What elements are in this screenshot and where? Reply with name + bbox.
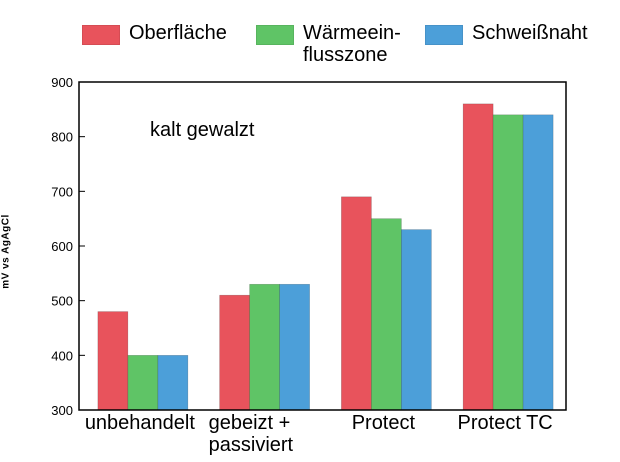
y-tick-label: 900 [51, 75, 73, 90]
bar-0-0 [97, 311, 129, 411]
bar-1-1 [249, 283, 280, 411]
y-tick-label: 700 [51, 184, 73, 199]
y-tick-label: 600 [51, 239, 73, 254]
legend-label-waermeeinflusszone: Wärmeein- flusszone [303, 22, 401, 66]
x-category-label: Protect [351, 412, 416, 434]
bar-0-1 [219, 294, 250, 411]
legend: Oberfläche Wärmeein- flusszone Schweißna… [0, 22, 620, 72]
x-category-label: Protect TC [457, 412, 553, 434]
legend-swatch-waermeeinflusszone [256, 25, 294, 45]
x-category-label: unbehandelt [84, 412, 195, 434]
plot-frame [78, 81, 567, 411]
bar-1-0 [127, 355, 159, 411]
y-tick-label: 500 [51, 294, 73, 309]
legend-swatch-schweissnaht [425, 25, 463, 45]
y-axis-label: mV vs AgAgCl [0, 214, 12, 289]
bar-2-3 [522, 114, 554, 411]
legend-item-schweissnaht: Schweißnaht [425, 22, 588, 45]
y-tick-label: 800 [51, 130, 73, 145]
legend-swatch-oberflaeche [82, 25, 120, 45]
legend-label-oberflaeche: Oberfläche [129, 22, 227, 44]
x-category-label: gebeizt + passiviert [208, 412, 294, 456]
y-tick-label: 400 [51, 348, 73, 363]
bar-0-3 [462, 103, 494, 411]
bar-1-3 [492, 114, 524, 411]
bar-2-1 [279, 283, 310, 411]
chart-annotation: kalt gewalzt [150, 119, 255, 141]
bar-2-0 [157, 355, 189, 411]
y-tick-label: 300 [51, 403, 73, 418]
legend-item-waermeeinflusszone: Wärmeein- flusszone [256, 22, 401, 66]
legend-label-schweissnaht: Schweißnaht [472, 22, 588, 44]
legend-item-oberflaeche: Oberfläche [82, 22, 227, 45]
bar-1-2 [371, 218, 402, 411]
bar-0-2 [341, 196, 372, 411]
bar-2-2 [401, 229, 432, 411]
